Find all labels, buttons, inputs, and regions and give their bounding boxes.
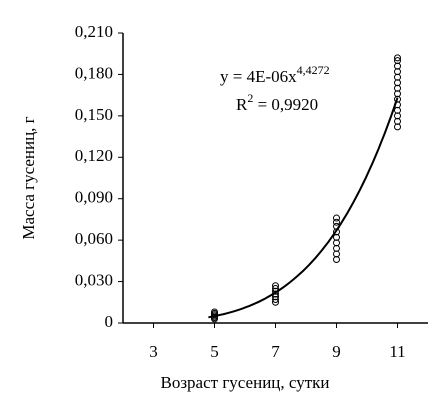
y-tick-label: 0,090	[75, 188, 113, 207]
y-tick-label: 0	[105, 312, 114, 331]
equation-power: 4,4272	[297, 63, 330, 77]
trend-r2: R2 = 0,9920	[236, 91, 318, 114]
y-tick-label: 0,030	[75, 270, 113, 289]
data-point	[211, 308, 218, 316]
trend-equation: y = 4E-06x4,4272	[220, 63, 330, 86]
x-tick-label: 11	[389, 342, 405, 361]
data-point	[394, 54, 401, 62]
x-axis-title: Возраст гусениц, сутки	[161, 373, 330, 392]
data-point	[333, 218, 340, 226]
data-point	[394, 57, 401, 65]
trend-line	[208, 97, 399, 319]
x-tick-label: 7	[271, 342, 280, 361]
x-tick-label: 3	[149, 342, 158, 361]
y-tick-label: 0,120	[75, 146, 113, 165]
y-tick-label: 0,150	[75, 105, 113, 124]
equation-text: y = 4E-06x	[220, 67, 297, 86]
r2-power: 2	[247, 91, 253, 105]
data-point	[272, 282, 279, 290]
data-point	[333, 214, 340, 222]
x-tick-label: 9	[332, 342, 341, 361]
r2-value: = 0,9920	[253, 95, 318, 114]
y-tick-label: 0,060	[75, 229, 113, 248]
y-tick-label: 0,210	[75, 22, 113, 41]
y-axis-title: Масса гусениц, г	[19, 116, 38, 239]
x-tick-label: 5	[210, 342, 219, 361]
r2-label: R	[236, 95, 248, 114]
y-tick-label: 0,180	[75, 63, 113, 82]
